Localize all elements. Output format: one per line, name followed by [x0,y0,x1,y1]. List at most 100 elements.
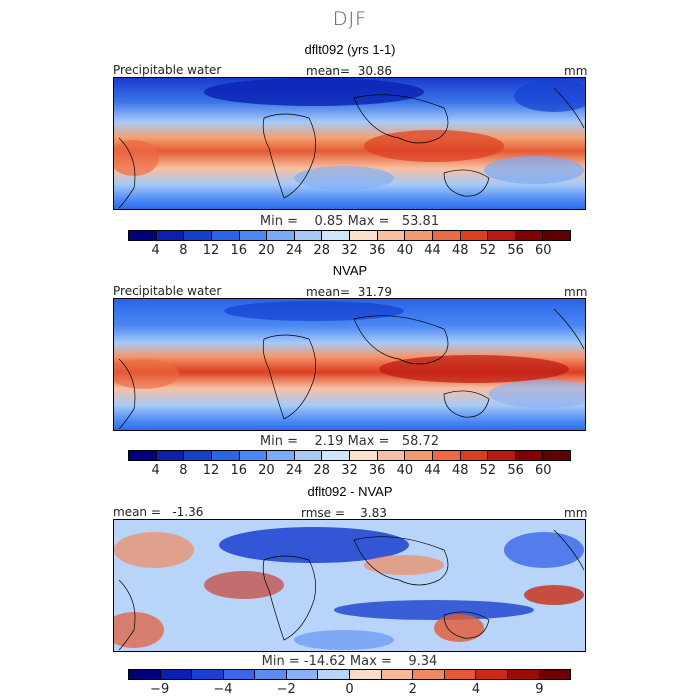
colorbar-swatch [543,231,570,240]
panel-2-variable-label: Precipitable water [113,284,222,298]
panel-2-map [113,298,586,431]
panel-1-units-label: mm [564,64,588,78]
panel-1-colorbar [128,230,571,241]
colorbar-swatch [318,670,351,679]
colorbar-tick-label: 32 [341,463,358,478]
colorbar-tick-label: 16 [230,463,248,478]
colorbar-tick-label: 8 [179,243,188,258]
colorbar-swatch [156,451,185,460]
colorbar-tick-label: 2 [408,682,417,697]
colorbar-swatch [377,231,406,240]
colorbar-tick-label: 60 [535,243,552,258]
colorbar-tick-label: 36 [368,243,386,258]
colorbar-swatch [350,231,378,240]
colorbar-swatch [223,670,256,679]
panel-2-mean-label: mean= 31.79 [306,285,393,299]
panel-2-minmax: Min = 2.19 Max = 58.72 [259,434,440,449]
colorbar-tick-label: 12 [202,243,220,258]
panel-3-mean-label: mean = -1.36 [113,505,204,519]
panel-3-map [113,519,586,652]
colorbar-swatch [539,670,571,679]
panel-3-colorbar-ticks: −9 −4 −2 0 2 4 9 [128,682,571,698]
colorbar-swatch [350,670,382,679]
colorbar-tick-label: 28 [313,463,331,478]
colorbar-tick-label: 44 [424,243,441,258]
panel-2-colorbar [128,450,571,461]
colorbar-swatch [488,451,516,460]
colorbar-swatch [211,231,240,240]
colorbar-swatch [294,231,323,240]
panel-1-mean-label: mean= 30.86 [306,64,393,78]
colorbar-swatch [156,231,185,240]
colorbar-swatch [413,670,445,679]
colorbar-tick-label: −4 [213,682,233,697]
colorbar-tick-label: 40 [396,243,414,258]
colorbar-swatch [543,451,570,460]
colorbar-swatch [267,231,295,240]
colorbar-tick-label: 52 [479,463,497,478]
colorbar-tick-label: 4 [151,243,160,258]
panel-2-units-label: mm [564,285,588,299]
colorbar-tick-label: −9 [150,682,170,697]
colorbar-swatch [322,231,350,240]
colorbar-tick-label: 0 [345,682,354,697]
colorbar-swatch [129,451,157,460]
colorbar-tick-label: 12 [202,463,220,478]
colorbar-tick-label: 24 [285,463,303,478]
colorbar-swatch [432,231,461,240]
colorbar-tick-label: 9 [535,682,544,697]
colorbar-tick-label: 40 [396,463,414,478]
precipitable-water-observed-map [114,299,585,430]
colorbar-swatch [460,451,489,460]
colorbar-swatch [286,670,319,679]
colorbar-swatch [476,670,508,679]
colorbar-swatch [444,670,477,679]
colorbar-swatch [377,451,406,460]
colorbar-swatch [255,670,287,679]
colorbar-tick-label: −2 [276,682,296,697]
colorbar-swatch [507,670,540,679]
panel-3-colorbar [128,669,571,680]
colorbar-tick-label: 24 [285,243,303,258]
colorbar-swatch [460,231,489,240]
colorbar-swatch [184,231,212,240]
panel-1-variable-label: Precipitable water [113,63,222,77]
colorbar-swatch [350,451,378,460]
colorbar-tick-label: 28 [313,243,331,258]
colorbar-swatch [488,231,516,240]
colorbar-tick-label: 20 [258,243,275,258]
colorbar-tick-label: 48 [451,243,469,258]
colorbar-swatch [515,451,544,460]
panel-3-rmse-label: rmse = 3.83 [301,506,387,520]
colorbar-swatch [267,451,295,460]
colorbar-tick-label: 60 [535,463,552,478]
colorbar-swatch [160,670,193,679]
colorbar-swatch [129,231,157,240]
colorbar-tick-label: 56 [507,463,524,478]
colorbar-swatch [515,231,544,240]
colorbar-tick-label: 52 [479,243,497,258]
colorbar-tick-label: 44 [424,463,441,478]
colorbar-swatch [381,670,414,679]
colorbar-tick-label: 20 [258,463,275,478]
colorbar-swatch [239,451,268,460]
panel-2-title: NVAP [332,263,368,278]
panel-2-colorbar-ticks: 4 8 12 16 20 24 28 32 36 40 44 48 52 56 60 [128,463,571,479]
colorbar-tick-label: 4 [151,463,160,478]
colorbar-swatch [405,231,433,240]
colorbar-swatch [211,451,240,460]
season-title: DJF [332,8,368,30]
panel-3-units-label: mm [564,506,588,520]
precipitable-water-model-map [114,78,585,209]
colorbar-tick-label: 16 [230,243,248,258]
colorbar-swatch [239,231,268,240]
panel-1-map [113,77,586,210]
colorbar-swatch [129,670,161,679]
panel-3-minmax: Min = -14.62 Max = 9.34 [261,654,438,669]
colorbar-swatch [322,451,350,460]
colorbar-tick-label: 32 [341,243,358,258]
colorbar-swatch [192,670,224,679]
precipitable-water-difference-map [114,520,585,651]
colorbar-swatch [405,451,433,460]
colorbar-tick-label: 4 [471,682,481,697]
